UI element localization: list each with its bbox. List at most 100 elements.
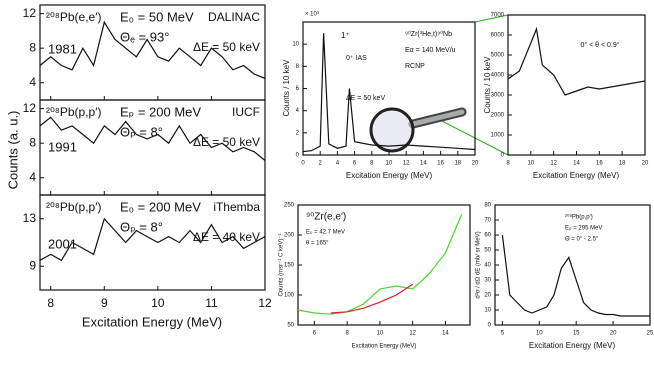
y-axis-label: Counts (msr⁻¹ C keV)⁻¹ <box>279 233 285 296</box>
y-tick-label: 50 <box>287 323 294 329</box>
x-tick-label: 18 <box>454 161 461 167</box>
x-tick-label: 6 <box>313 331 317 337</box>
annotation: 0° < θ < 0.9° <box>580 41 619 49</box>
y-tick-label: 9 <box>29 258 36 272</box>
y-tick-label: 4 <box>29 75 36 89</box>
annotation: E₀ = 42.7 MeV <box>306 230 345 236</box>
y-axis-label: Counts / 10 keV <box>483 56 492 114</box>
y-tick-label: 6 <box>296 86 300 92</box>
y-tick-label: 30 <box>484 278 491 284</box>
annotation: Eα = 140 MeV/u <box>405 47 456 54</box>
y-tick-label: 8 <box>296 64 300 70</box>
y-tick-label: 50 <box>484 248 491 254</box>
y-tick-label: 40 <box>484 263 491 269</box>
y-tick-label: 4 <box>296 108 300 114</box>
y-tick-label: 100 <box>284 293 295 299</box>
annotation: ²⁰⁸Pb(p,p′) <box>46 200 101 214</box>
annotation: Eₚ = 295 MeV <box>565 226 602 232</box>
x-tick-label: 16 <box>596 161 603 167</box>
annotation: θ = 165° <box>306 241 329 247</box>
data-line <box>302 33 476 153</box>
y-tick-label: 150 <box>284 263 295 269</box>
annotation: E₀ = 200 MeV <box>120 199 201 214</box>
y-tick-label: 10 <box>484 308 491 314</box>
annotation: ²⁰⁸Pb(e,e′) <box>46 10 101 24</box>
y-axis-label: Counts / 10 keV <box>282 59 291 117</box>
y-tick-label: 10 <box>292 42 299 48</box>
x-tick-label: 14 <box>442 331 449 337</box>
y-tick-label: 200 <box>284 233 295 239</box>
y-tick-label: 70 <box>484 218 491 224</box>
x-tick-label: 4 <box>336 161 340 167</box>
x-tick-label: 10 <box>377 331 384 337</box>
x-axis-label: Excitation Energy (MeV) <box>529 341 616 350</box>
plot-frame <box>39 194 266 291</box>
x-tick-label: 11 <box>205 296 218 310</box>
annotation: RCNP <box>405 63 425 70</box>
x-axis-label: Excitation Energy (MeV) <box>352 344 417 350</box>
y-tick-label: 4 <box>29 170 36 184</box>
annotation: 0⁺ IAS <box>346 55 367 62</box>
x-tick-label: 9 <box>101 296 108 310</box>
x-tick-label: 18 <box>619 161 626 167</box>
y-tick-label: 8 <box>29 135 36 149</box>
y-tick-label: 60 <box>484 233 491 239</box>
annotation: Θₑ = 93° <box>120 29 169 44</box>
data-line <box>501 234 650 317</box>
y-tick-label: 1000 <box>491 133 505 139</box>
data-line <box>39 217 266 262</box>
y-axis-label: d²σ / dΩ dE (mb/ sr MeV) <box>476 231 482 298</box>
x-tick-label: 20 <box>472 161 479 167</box>
annotation: × 10³ <box>305 12 319 18</box>
x-tick-label: 20 <box>610 331 617 337</box>
annotation: iThemba <box>213 200 260 214</box>
annotation: Eₚ = 200 MeV <box>120 104 201 119</box>
x-tick-label: 5 <box>501 331 505 337</box>
annotation: IUCF <box>232 105 260 119</box>
annotation: ⁹⁰Zr(e,e′) <box>306 212 346 223</box>
y-tick-label: 7000 <box>491 13 505 19</box>
x-tick-label: 8 <box>370 161 374 167</box>
annotation: 2001 <box>48 236 77 251</box>
y-tick-label: 3000 <box>491 93 505 99</box>
y-axis-label: Counts (a. u.) <box>5 111 20 190</box>
y-tick-label: 2000 <box>491 113 505 119</box>
data-line <box>297 213 463 315</box>
x-axis-label: Excitation Energy (MeV) <box>82 314 222 329</box>
y-tick-label: 4000 <box>491 73 505 79</box>
x-tick-label: 2 <box>319 161 323 167</box>
y-tick-label: 13 <box>23 211 37 225</box>
annotation: DALINAC <box>208 10 260 24</box>
x-tick-label: 16 <box>437 161 444 167</box>
x-tick-label: 10 <box>527 161 534 167</box>
data-line <box>507 26 646 96</box>
annotation: ²⁰⁸Pb(p,p′) <box>565 214 593 221</box>
y-tick-label: 12 <box>23 101 37 115</box>
annotation: E₀ = 50 MeV <box>120 9 194 24</box>
x-tick-label: 0 <box>301 161 305 167</box>
annotation: ΔE = 50 keV <box>193 40 260 54</box>
data-line <box>330 283 414 314</box>
x-tick-label: 14 <box>420 161 427 167</box>
x-tick-label: 10 <box>536 331 543 337</box>
y-tick-label: 0 <box>501 153 505 159</box>
annotation: 1991 <box>48 139 77 154</box>
x-tick-label: 8 <box>47 296 54 310</box>
x-tick-label: 12 <box>550 161 557 167</box>
x-tick-label: 8 <box>345 331 349 337</box>
x-axis-label: Excitation Energy (MeV) <box>533 171 620 180</box>
y-tick-label: 2 <box>296 130 300 136</box>
x-tick-label: 12 <box>409 331 416 337</box>
x-tick-label: 14 <box>573 161 580 167</box>
annotation: ²⁰⁸Pb(p,p′) <box>46 105 101 119</box>
x-tick-label: 25 <box>647 331 654 337</box>
y-tick-label: 20 <box>484 293 491 299</box>
y-tick-label: 0 <box>488 323 492 329</box>
data-line <box>39 116 266 161</box>
zoom-line <box>439 119 509 156</box>
y-tick-label: 5000 <box>491 53 505 59</box>
x-tick-label: 8 <box>506 161 510 167</box>
x-tick-label: 10 <box>386 161 393 167</box>
annotation: ⁹⁰Zr(³He,t)⁹⁰Nb <box>405 30 452 38</box>
